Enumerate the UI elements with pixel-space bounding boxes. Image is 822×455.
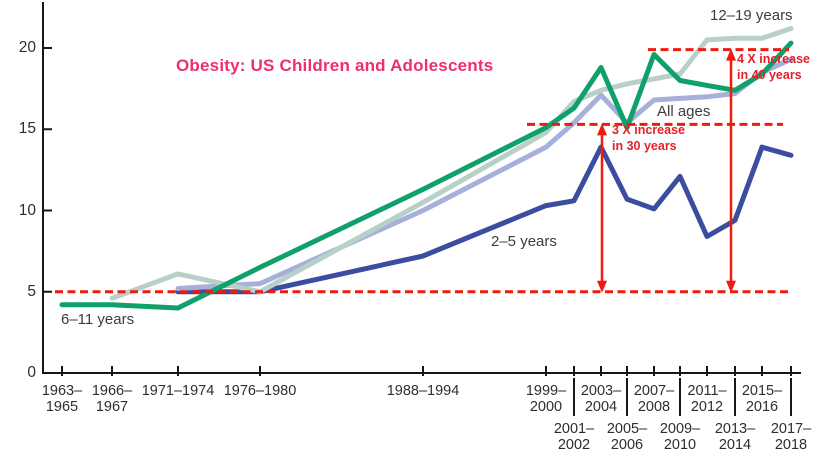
x-tick-label-2001: 2001– 2002 — [553, 421, 595, 453]
annotation-4x-line1: 4 X increase — [737, 52, 810, 66]
arrow-head-up — [726, 48, 736, 61]
x-tick-label-2013: 2013– 2014 — [714, 421, 756, 453]
x-tick-label-1976: 1976–1980 — [223, 383, 297, 399]
y-tick-label-0: 0 — [27, 364, 36, 381]
series-label-2-5-years: 2–5 years — [491, 233, 557, 250]
annotation-3x-line2: in 30 years — [612, 138, 677, 153]
x-tick-label-2005: 2005– 2006 — [606, 421, 648, 453]
annotation-3x-line1: 3 X increase — [612, 123, 685, 137]
y-tick-label-10: 10 — [18, 201, 36, 219]
y-tick-label-5: 5 — [27, 282, 36, 300]
series-line-12-19-years — [109, 26, 794, 301]
annotation-4x-line2: in 40 years — [737, 67, 802, 82]
x-tick-label-2011: 2011– 2012 — [687, 383, 727, 415]
x-tick-label-1963: 1963– 1965 — [41, 383, 83, 415]
annotation-4x-increase: 4 X increase in 40 years — [737, 52, 810, 83]
x-tick-label-1971: 1971–1974 — [141, 383, 215, 399]
x-tick-label-1999: 1999– 2000 — [525, 383, 567, 415]
x-tick-label-2017: 2017– 2018 — [770, 421, 812, 453]
x-tick-label-1966: 1966– 1967 — [91, 383, 133, 415]
chart-title: Obesity: US Children and Adolescents — [176, 56, 494, 75]
arrow-head-down — [597, 280, 607, 293]
series-line-6-11-years — [59, 40, 794, 311]
series-line-all-ages — [175, 56, 794, 291]
x-tick-label-2009: 2009– 2010 — [659, 421, 701, 453]
x-tick-label-2007: 2007– 2008 — [633, 383, 675, 415]
y-tick-label-20: 20 — [18, 39, 36, 56]
x-tick-label-2003: 2003– 2004 — [580, 383, 622, 415]
y-tick-label-15: 15 — [18, 120, 36, 138]
arrow-head-down — [726, 280, 736, 293]
x-tick-label-1988: 1988–1994 — [386, 383, 460, 399]
series-line-2-5-years — [175, 144, 794, 295]
series-label-6-11-years: 6–11 years — [61, 311, 135, 328]
series-label-all-ages: All ages — [657, 103, 711, 120]
x-tick-label-2015: 2015– 2016 — [741, 383, 783, 415]
arrow-head-up — [597, 123, 607, 136]
series-label-12-19-years: 12–19 years — [710, 7, 793, 24]
annotation-3x-increase: 3 X increase in 30 years — [612, 123, 685, 154]
